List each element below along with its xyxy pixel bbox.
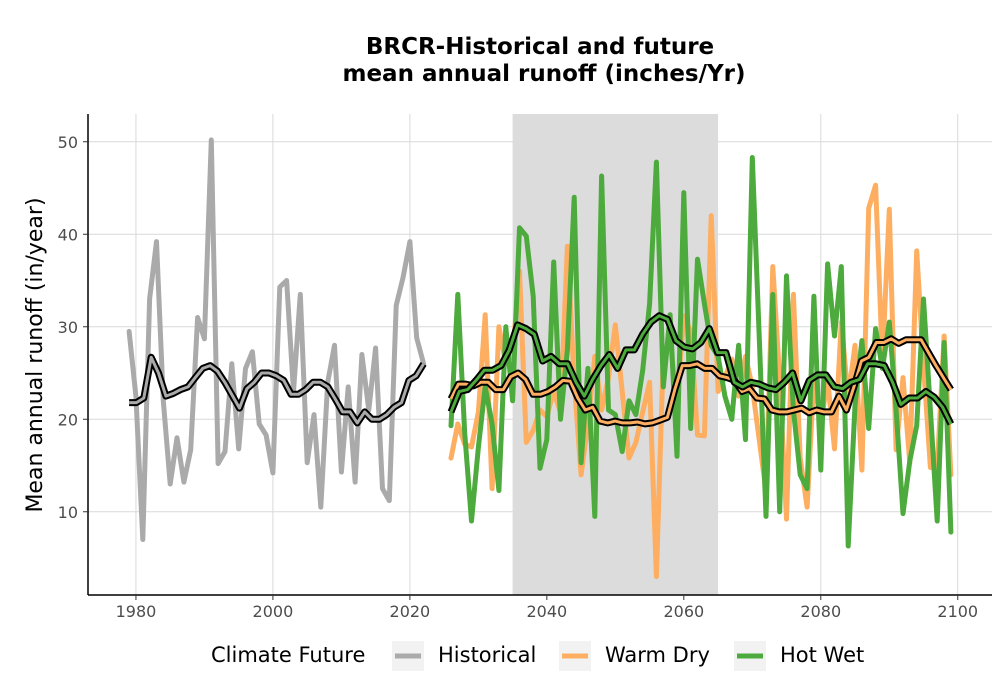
legend-item-historical: Historical (392, 641, 536, 671)
x-tick-label: 2020 (390, 602, 431, 621)
x-tick-label: 1980 (116, 602, 157, 621)
legend-item-hot-wet: Hot Wet (734, 641, 864, 671)
y-axis-label: Mean annual runoff (in/year) (23, 197, 48, 512)
legend-label-warm-dry: Warm Dry (605, 643, 710, 667)
tick-labels: 1980 2000 2020 2040 2060 2080 2100 10 20 30 40 50 (58, 133, 978, 621)
smooth-historical (129, 353, 427, 427)
x-tick-label: 2100 (937, 602, 978, 621)
smooth-line-hot-wet (449, 314, 953, 425)
y-tick-label: 20 (58, 410, 78, 429)
x-tick-label: 2000 (253, 602, 294, 621)
series-line-warm-dry (448, 182, 954, 579)
smooth-warm-dry (447, 335, 954, 428)
smooth-line-warm-dry (449, 337, 953, 426)
series-layer (126, 137, 955, 579)
series-line-hot-wet (448, 155, 954, 549)
smooth-line-historical (129, 355, 425, 425)
y-tick-label: 40 (58, 225, 78, 244)
x-tick-label: 2080 (800, 602, 841, 621)
y-tick-label: 30 (58, 318, 78, 337)
chart-title-line-1: BRCR-Historical and future (366, 34, 714, 60)
y-tick-label: 50 (58, 133, 78, 152)
series-line-historical (126, 137, 427, 542)
x-tick-label: 2060 (663, 602, 704, 621)
axes (87, 114, 992, 596)
series-warm-dry (448, 182, 954, 579)
smooth-hot-wet (447, 312, 955, 426)
legend-item-warm-dry: Warm Dry (559, 641, 710, 671)
legend-label-historical: Historical (438, 643, 536, 667)
x-tick-label: 2040 (526, 602, 567, 621)
y-tick-label: 10 (58, 503, 78, 522)
legend: Climate Future Historical Warm Dry Hot W… (211, 641, 864, 671)
legend-label-hot-wet: Hot Wet (780, 643, 864, 667)
series-hot-wet (448, 155, 954, 549)
chart-title-line-2: mean annual runoff (inches/Yr) (342, 61, 745, 87)
legend-title: Climate Future (211, 643, 365, 667)
series-historical (126, 137, 427, 542)
